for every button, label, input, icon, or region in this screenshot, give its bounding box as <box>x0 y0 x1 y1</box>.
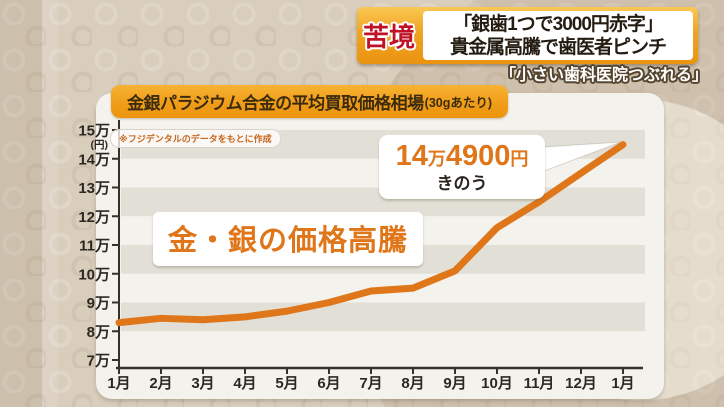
headline-banner: 苦境 「銀歯1つで3000円赤字」 貴金属高騰で歯医者ピンチ <box>357 7 698 64</box>
callout-price-num2: 4900 <box>445 139 511 172</box>
callout-price: 14 万 4900 円 <box>395 139 529 173</box>
chart-title-unit: (30gあたり) <box>424 96 493 110</box>
headline-box: 「銀歯1つで3000円赤字」 貴金属高騰で歯医者ピンチ <box>423 11 693 60</box>
callout-price-unit1: 万 <box>427 148 446 169</box>
price-callout: 14 万 4900 円 きのう <box>379 135 545 199</box>
chart-title: 金銀パラジウム合金の平均買取価格相場 <box>127 94 424 113</box>
callout-price-num1: 14 <box>395 139 428 172</box>
callout-date: きのう <box>436 173 488 193</box>
source-note: ※フジデンタルのデータをもとに作成 <box>110 129 281 148</box>
callout-price-unit2: 円 <box>510 148 529 169</box>
sub-caption: 「小さい歯科医院つぶれる」 <box>499 67 708 84</box>
chart-title-box: 金銀パラジウム合金の平均買取価格相場 (30gあたり) <box>111 85 509 118</box>
annotation-label: 金・銀の価格高騰 <box>153 212 424 266</box>
headline-badge: 苦境 <box>362 22 415 52</box>
headline-line2: 貴金属高騰で歯医者ピンチ <box>449 36 667 58</box>
headline-line1: 「銀歯1つで3000円赤字」 <box>453 13 664 35</box>
